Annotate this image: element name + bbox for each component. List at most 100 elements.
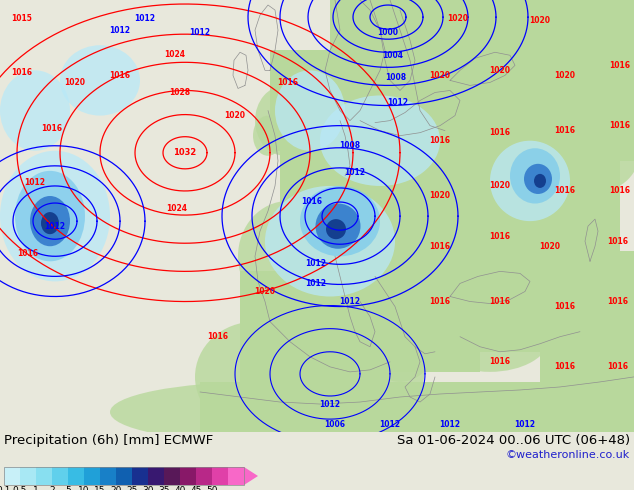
Bar [68, 467, 84, 485]
Bar [180, 467, 196, 485]
Bar [148, 467, 164, 485]
Bar [4, 467, 244, 485]
Bar [20, 467, 36, 485]
Text: 1016: 1016 [609, 61, 630, 70]
Ellipse shape [60, 45, 140, 116]
Bar [196, 467, 212, 485]
Ellipse shape [360, 281, 440, 382]
Bar [4, 467, 20, 485]
Text: 25: 25 [126, 486, 138, 490]
Bar [36, 467, 52, 485]
Ellipse shape [320, 96, 440, 186]
Bar [228, 467, 244, 485]
Text: 10: 10 [78, 486, 90, 490]
Ellipse shape [510, 148, 560, 203]
Text: 1028: 1028 [169, 88, 191, 97]
Ellipse shape [253, 116, 283, 156]
Text: 1012: 1012 [134, 14, 155, 23]
Text: 1016: 1016 [607, 237, 628, 245]
Bar [200, 382, 600, 432]
Text: 1016: 1016 [607, 362, 628, 371]
Text: 1020: 1020 [529, 16, 550, 24]
Text: 1016: 1016 [607, 297, 628, 306]
Text: 1016: 1016 [429, 297, 451, 306]
Text: 1016: 1016 [11, 68, 32, 77]
Ellipse shape [520, 20, 634, 141]
Text: 1016: 1016 [429, 242, 451, 251]
Text: 1020: 1020 [224, 111, 245, 120]
Text: 1016: 1016 [18, 249, 39, 258]
Bar [330, 231, 380, 352]
Ellipse shape [560, 111, 634, 191]
Text: 1000: 1000 [377, 27, 399, 37]
Text: 2: 2 [49, 486, 55, 490]
Text: 1020: 1020 [555, 71, 576, 80]
Text: 1016: 1016 [110, 71, 131, 80]
Text: 1012: 1012 [439, 419, 460, 429]
Text: 1016: 1016 [41, 124, 63, 133]
Text: ©weatheronline.co.uk: ©weatheronline.co.uk [506, 450, 630, 460]
Text: 1020: 1020 [448, 14, 469, 23]
Text: 20: 20 [110, 486, 122, 490]
Bar [116, 467, 132, 485]
Text: 1032: 1032 [173, 148, 197, 157]
Ellipse shape [300, 186, 380, 256]
Text: 1016: 1016 [302, 196, 323, 205]
Text: 1024: 1024 [167, 203, 188, 213]
Text: 1012: 1012 [344, 169, 365, 177]
Bar [240, 271, 390, 402]
Text: Sa 01-06-2024 00..06 UTC (06+48): Sa 01-06-2024 00..06 UTC (06+48) [397, 434, 630, 447]
Text: 1016: 1016 [489, 297, 510, 306]
Ellipse shape [15, 171, 85, 261]
Ellipse shape [110, 382, 410, 442]
Text: 1016: 1016 [555, 187, 576, 196]
Text: 0.1: 0.1 [0, 486, 11, 490]
Text: 1016: 1016 [609, 187, 630, 196]
Ellipse shape [316, 203, 361, 249]
Text: 1012: 1012 [339, 297, 361, 306]
Ellipse shape [0, 151, 110, 281]
Text: 1016: 1016 [555, 126, 576, 135]
Ellipse shape [275, 71, 345, 151]
Polygon shape [244, 467, 258, 485]
Text: 1012: 1012 [515, 419, 536, 429]
Text: 1012: 1012 [44, 221, 65, 231]
Text: 30: 30 [142, 486, 154, 490]
Text: 1020: 1020 [65, 78, 86, 87]
Text: 1012: 1012 [306, 279, 327, 288]
Text: 1020: 1020 [254, 287, 276, 296]
Ellipse shape [0, 71, 70, 151]
Text: 1016: 1016 [609, 121, 630, 130]
Text: 0.5: 0.5 [13, 486, 27, 490]
Ellipse shape [524, 164, 552, 194]
Bar [480, 251, 634, 352]
Text: Precipitation (6h) [mm] ECMWF: Precipitation (6h) [mm] ECMWF [4, 434, 213, 447]
Bar [280, 111, 480, 312]
Ellipse shape [375, 327, 425, 407]
Text: 35: 35 [158, 486, 170, 490]
Text: 1015: 1015 [11, 14, 32, 23]
Text: 1008: 1008 [385, 73, 406, 82]
Ellipse shape [238, 201, 338, 312]
Text: 1020: 1020 [429, 192, 451, 200]
Ellipse shape [534, 174, 546, 188]
Ellipse shape [430, 301, 550, 372]
Text: 1012: 1012 [110, 25, 131, 35]
Ellipse shape [195, 321, 315, 432]
Ellipse shape [340, 30, 440, 111]
Text: 1008: 1008 [339, 141, 361, 150]
Bar [330, 0, 450, 141]
Text: 1004: 1004 [382, 51, 403, 60]
Text: 1016: 1016 [429, 136, 451, 145]
Text: 1: 1 [33, 486, 39, 490]
Text: 1012: 1012 [380, 419, 401, 429]
Ellipse shape [490, 141, 570, 221]
Bar [380, 251, 480, 372]
Text: 1016: 1016 [489, 232, 510, 241]
Text: 1012: 1012 [190, 27, 210, 37]
Bar [132, 467, 148, 485]
Text: 1020: 1020 [540, 242, 560, 251]
Bar [420, 50, 620, 301]
Bar [540, 352, 634, 432]
Text: 1020: 1020 [489, 181, 510, 191]
